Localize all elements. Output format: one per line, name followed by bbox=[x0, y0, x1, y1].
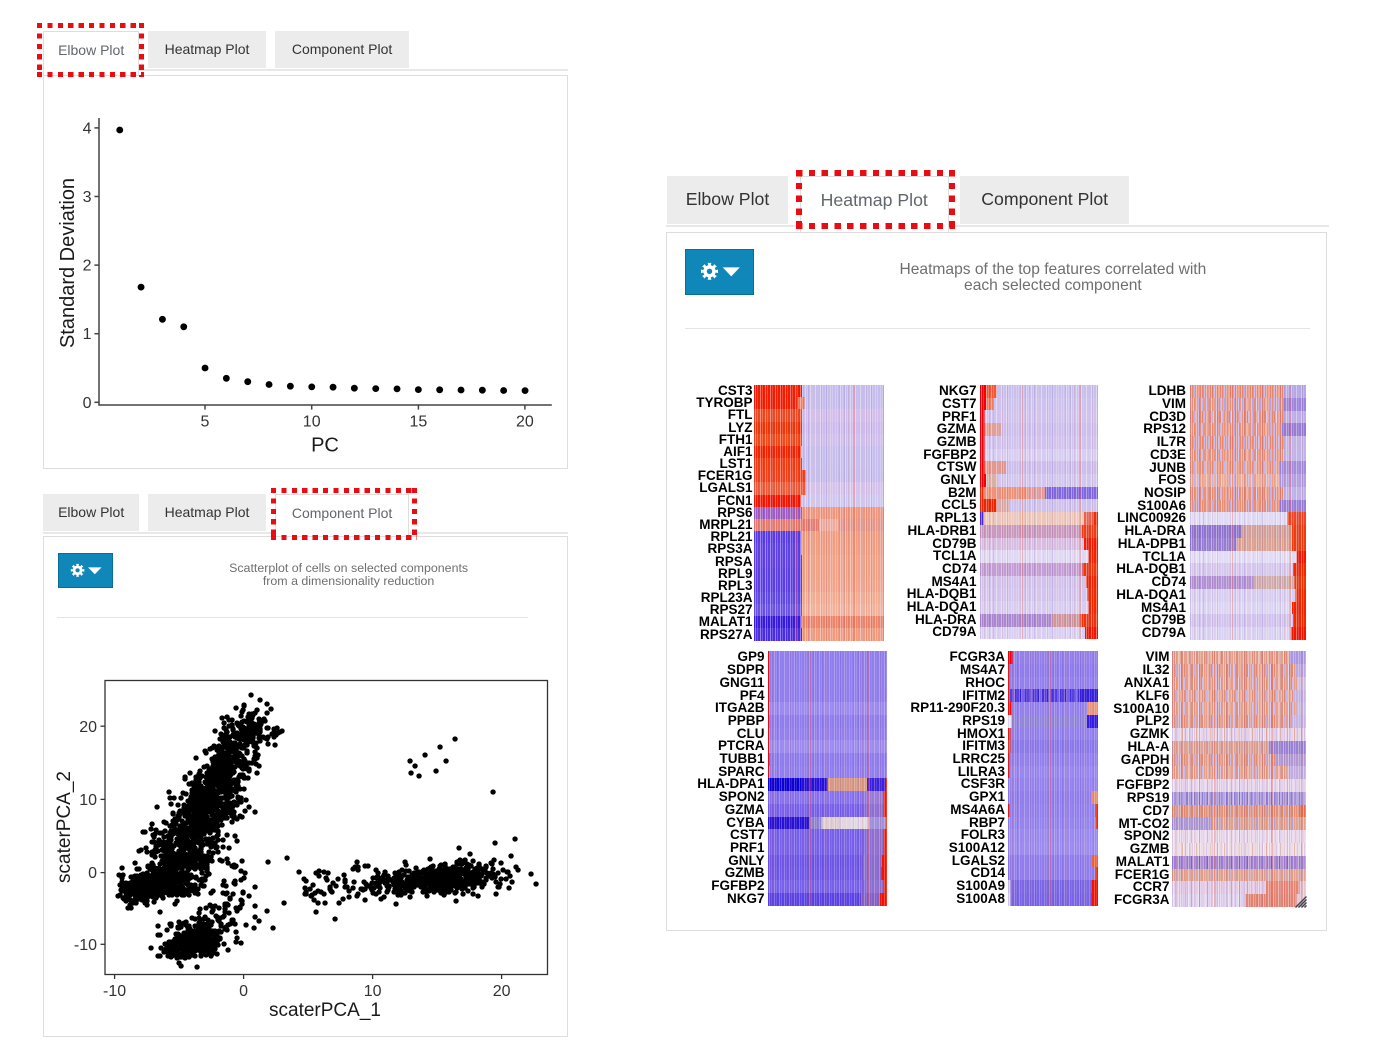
svg-text:20: 20 bbox=[493, 983, 511, 1000]
svg-text:PC: PC bbox=[311, 434, 339, 456]
svg-text:-10: -10 bbox=[74, 937, 97, 954]
svg-text:10: 10 bbox=[79, 792, 97, 809]
svg-text:0: 0 bbox=[239, 983, 248, 1000]
svg-text:0: 0 bbox=[88, 865, 97, 882]
svg-text:0: 0 bbox=[83, 394, 92, 411]
svg-text:Standard Deviation: Standard Deviation bbox=[57, 177, 79, 347]
svg-text:3: 3 bbox=[83, 189, 92, 206]
svg-text:1: 1 bbox=[83, 326, 92, 343]
svg-text:5: 5 bbox=[201, 413, 210, 430]
svg-text:10: 10 bbox=[364, 983, 382, 1000]
svg-text:20: 20 bbox=[79, 719, 97, 736]
svg-text:20: 20 bbox=[516, 413, 534, 430]
svg-text:4: 4 bbox=[83, 120, 92, 137]
svg-text:-10: -10 bbox=[103, 983, 126, 1000]
svg-text:15: 15 bbox=[410, 413, 428, 430]
svg-text:10: 10 bbox=[303, 413, 321, 430]
svg-text:2: 2 bbox=[83, 257, 92, 274]
svg-text:scaterPCA_1: scaterPCA_1 bbox=[269, 1000, 381, 1021]
svg-text:scaterPCA_2: scaterPCA_2 bbox=[54, 771, 75, 883]
